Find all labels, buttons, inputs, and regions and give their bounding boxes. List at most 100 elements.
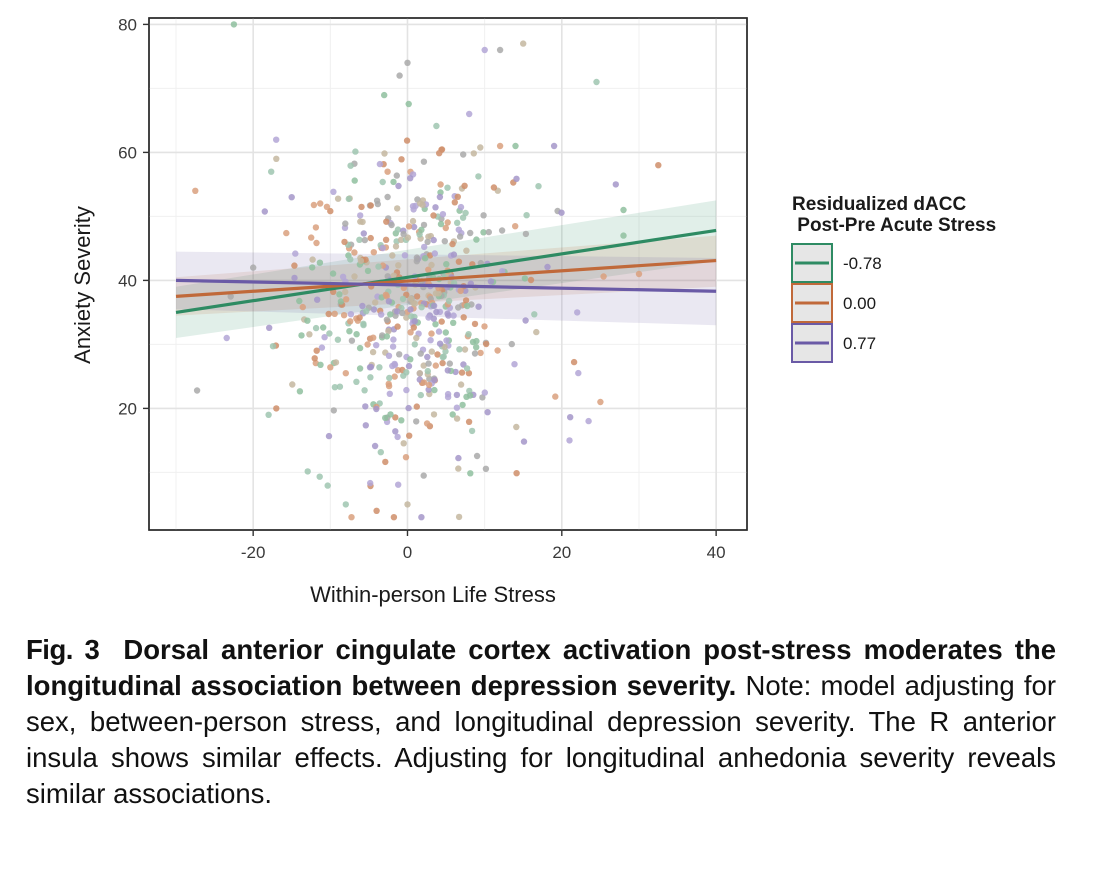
legend-label: -0.78 — [843, 254, 882, 273]
data-point — [531, 311, 538, 318]
data-point — [550, 142, 558, 150]
x-tick-label: 20 — [552, 543, 571, 562]
data-point — [325, 310, 332, 318]
data-point — [490, 184, 498, 191]
data-point — [481, 323, 488, 330]
data-point — [406, 432, 413, 439]
data-point — [455, 513, 463, 521]
data-point — [444, 184, 451, 191]
data-point — [433, 122, 440, 130]
data-point — [373, 197, 381, 204]
data-point — [424, 238, 431, 246]
regression-line-0.77 — [175, 278, 717, 293]
data-point — [352, 148, 359, 155]
data-point — [392, 414, 399, 421]
data-point — [382, 414, 389, 422]
data-point — [600, 273, 607, 280]
data-point — [417, 200, 424, 207]
data-point — [481, 389, 488, 396]
data-point — [421, 243, 428, 251]
data-point — [357, 257, 365, 264]
data-point — [441, 238, 448, 245]
data-point — [473, 452, 481, 460]
data-point — [522, 230, 530, 238]
data-point — [444, 310, 451, 317]
data-point — [481, 46, 488, 54]
data-point — [399, 309, 406, 317]
data-point — [373, 507, 380, 514]
data-point — [465, 418, 473, 425]
data-point — [384, 168, 391, 175]
data-point — [405, 362, 413, 370]
data-point — [356, 365, 364, 372]
data-point — [331, 384, 339, 391]
data-point — [405, 404, 412, 412]
data-point — [405, 223, 413, 230]
data-point — [308, 234, 315, 241]
data-point — [407, 329, 414, 336]
data-point — [369, 348, 377, 356]
regression-line-0.00 — [175, 258, 717, 298]
data-point — [450, 251, 458, 258]
data-point — [394, 433, 401, 441]
figure-label: Fig. 3 — [26, 634, 100, 665]
data-point — [356, 236, 363, 243]
data-point — [373, 342, 380, 349]
data-point — [373, 405, 380, 413]
data-point — [413, 403, 420, 410]
data-point — [655, 162, 662, 169]
data-point — [450, 312, 457, 319]
data-point — [336, 291, 343, 298]
data-point — [347, 256, 354, 263]
data-point — [381, 91, 388, 99]
data-point — [379, 244, 386, 252]
data-point — [399, 295, 407, 303]
data-point — [498, 227, 506, 234]
data-point — [468, 427, 476, 435]
y-tick-label: 40 — [118, 271, 137, 290]
data-point — [512, 142, 519, 150]
data-point — [455, 304, 462, 311]
data-point — [425, 360, 432, 367]
data-point — [457, 203, 465, 211]
data-point — [348, 337, 356, 344]
data-point — [329, 270, 337, 277]
data-point — [358, 203, 365, 211]
data-point — [433, 308, 440, 316]
data-point — [512, 223, 519, 230]
data-point — [364, 341, 371, 348]
data-point — [410, 223, 418, 231]
data-point — [438, 318, 445, 325]
data-point — [513, 470, 520, 477]
data-point — [341, 238, 348, 246]
data-point — [389, 252, 396, 259]
data-point — [465, 370, 473, 377]
data-point — [356, 314, 363, 321]
data-point — [370, 334, 377, 341]
data-point — [393, 172, 400, 179]
data-point — [398, 156, 405, 163]
data-point — [318, 344, 326, 351]
data-point — [309, 264, 316, 271]
y-axis-ticks: 20 40 60 80 — [118, 15, 149, 418]
data-point — [437, 220, 445, 228]
data-point — [439, 359, 446, 367]
y-tick-label: 60 — [118, 143, 137, 162]
data-point — [597, 398, 604, 406]
data-point — [299, 303, 306, 311]
data-point — [348, 514, 355, 521]
data-point — [403, 314, 410, 321]
data-point — [460, 314, 467, 321]
data-point — [454, 193, 461, 200]
x-tick-label: 40 — [707, 543, 726, 562]
data-point — [268, 168, 275, 175]
data-point — [456, 233, 464, 240]
data-point — [367, 374, 374, 381]
data-point — [362, 403, 369, 410]
data-point — [418, 226, 425, 233]
data-point — [427, 337, 434, 344]
data-point — [359, 302, 366, 310]
data-point — [428, 348, 435, 355]
data-point — [511, 361, 518, 368]
data-point — [321, 334, 328, 341]
